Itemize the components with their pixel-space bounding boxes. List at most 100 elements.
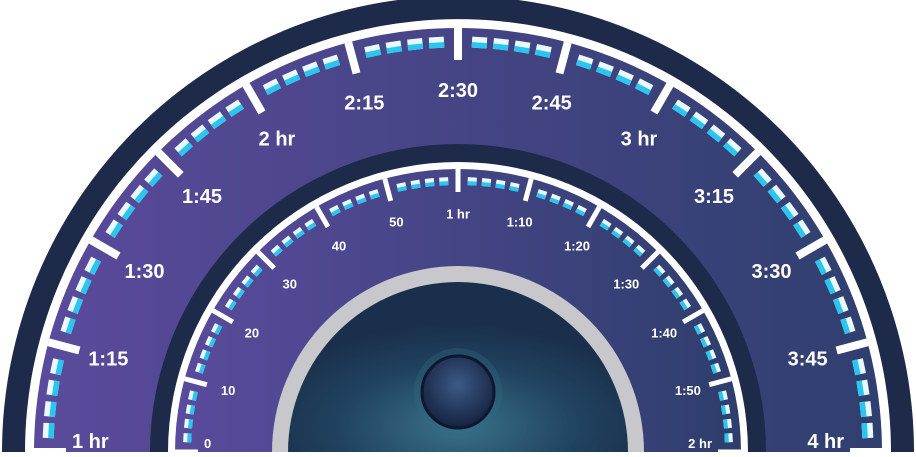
outer-minor-tick: [859, 401, 873, 418]
outer-scale-label: 3:15: [694, 186, 734, 208]
outer-scale-label: 1:45: [182, 186, 222, 208]
inner-minor-tick: [355, 193, 367, 205]
outer-scale-label: 1:30: [124, 261, 164, 283]
inner-minor-tick: [481, 178, 492, 187]
outer-minor-tick: [67, 296, 84, 315]
outer-scale-label: 1 hr: [72, 431, 109, 453]
inner-minor-tick: [292, 226, 305, 239]
outer-minor-tick: [832, 296, 849, 315]
outer-major-tick: [795, 236, 828, 260]
inner-minor-tick: [724, 433, 733, 443]
outer-minor-tick: [46, 379, 60, 397]
inner-minor-tick: [710, 362, 721, 374]
outer-minor-tick: [753, 168, 772, 187]
outer-scale-label: 2:30: [438, 80, 478, 102]
inner-minor-ticks: [183, 177, 733, 443]
inner-scale-label: 1:50: [675, 383, 701, 398]
outer-minor-tick: [225, 99, 244, 117]
outer-minor-tick: [513, 40, 531, 54]
outer-minor-tick: [43, 401, 57, 418]
outer-minor-tick: [723, 138, 742, 157]
outer-minor-tick: [174, 138, 193, 157]
inner-minor-tick: [210, 323, 223, 335]
inner-minor-tick: [653, 264, 666, 277]
inner-minor-tick: [424, 178, 435, 187]
outer-minor-tick: [861, 422, 874, 439]
outer-minor-tick: [840, 316, 856, 335]
outer-minor-tick: [262, 78, 282, 95]
inner-minor-tick: [467, 177, 477, 186]
inner-scale-label: 1:20: [564, 238, 590, 253]
inner-scale-label: 50: [389, 215, 403, 230]
outer-minor-tick: [575, 54, 594, 70]
inner-minor-tick: [679, 298, 692, 311]
inner-major-tick: [314, 205, 331, 229]
inner-minor-tick: [304, 218, 317, 231]
inner-scale-label: 1:10: [507, 215, 533, 230]
inner-minor-tick: [241, 275, 254, 288]
inner-major-tick: [211, 308, 235, 325]
outer-scale-labels: 1 hr 1:15 1:30 1:45 2 hr 2:15 2:30 2:45 3 hr 3:15…: [72, 80, 844, 453]
inner-minor-tick: [705, 349, 717, 361]
outer-minor-tick: [105, 219, 123, 238]
inner-minor-tick: [718, 390, 728, 401]
outer-minor-tick: [385, 40, 403, 54]
inner-major-tick: [640, 250, 660, 270]
outer-scale-label: 4 hr: [807, 431, 844, 453]
inner-minor-tick: [396, 182, 407, 192]
inner-scale-label: 1:40: [651, 326, 677, 341]
outer-minor-tick: [824, 276, 841, 295]
inner-scale-label: 10: [221, 383, 235, 398]
outer-major-tick: [47, 338, 81, 355]
inner-minor-tick: [232, 286, 245, 299]
inner-minor-tick: [549, 193, 561, 205]
outer-minor-tick: [117, 201, 136, 221]
outer-major-tick: [155, 149, 184, 178]
outer-minor-tick: [534, 44, 552, 58]
outer-minor-tick: [144, 168, 163, 187]
inner-minor-tick: [611, 226, 624, 239]
inner-minor-tick: [184, 418, 193, 429]
outer-minor-tick: [471, 36, 488, 49]
outer-minor-ticks: [42, 36, 874, 439]
outer-minor-tick: [634, 78, 654, 95]
outer-scale-label: 3 hr: [621, 129, 658, 151]
inner-minor-tick: [368, 189, 380, 200]
inner-minor-tick: [195, 362, 206, 374]
inner-minor-tick: [599, 218, 612, 231]
center-knob[interactable]: [420, 354, 496, 430]
inner-minor-tick: [188, 390, 198, 401]
outer-scale-label: 2:15: [344, 92, 384, 114]
outer-minor-tick: [75, 276, 92, 295]
inner-major-tick: [382, 177, 394, 202]
outer-minor-tick: [302, 61, 321, 78]
inner-scale-label: 20: [245, 326, 259, 341]
outer-minor-tick: [793, 219, 811, 238]
outer-major-tick: [650, 82, 674, 115]
outer-minor-tick: [190, 124, 210, 143]
outer-minor-tick: [42, 422, 55, 439]
outer-minor-tick: [492, 37, 509, 51]
outer-minor-tick: [428, 36, 445, 49]
outer-minor-tick: [815, 256, 832, 276]
inner-minor-tick: [693, 323, 706, 335]
outer-major-tick: [555, 41, 572, 75]
inner-major-ticks: [175, 169, 741, 455]
inner-minor-tick: [671, 286, 684, 299]
inner-major-tick: [585, 205, 602, 229]
inner-major-tick: [256, 250, 276, 270]
inner-minor-tick: [410, 179, 421, 189]
inner-minor-tick: [281, 235, 294, 248]
outer-minor-tick: [84, 256, 101, 276]
outer-major-ticks: [34, 28, 882, 456]
inner-major-tick: [681, 308, 705, 325]
inner-minor-tick: [662, 275, 675, 288]
inner-scale-label: 1 hr: [446, 207, 470, 222]
inner-minor-tick: [329, 204, 341, 217]
inner-minor-tick: [509, 182, 520, 192]
inner-minor-tick: [495, 179, 506, 189]
inner-minor-tick: [342, 198, 354, 210]
inner-minor-tick: [723, 418, 732, 429]
inner-minor-tick: [270, 244, 283, 257]
